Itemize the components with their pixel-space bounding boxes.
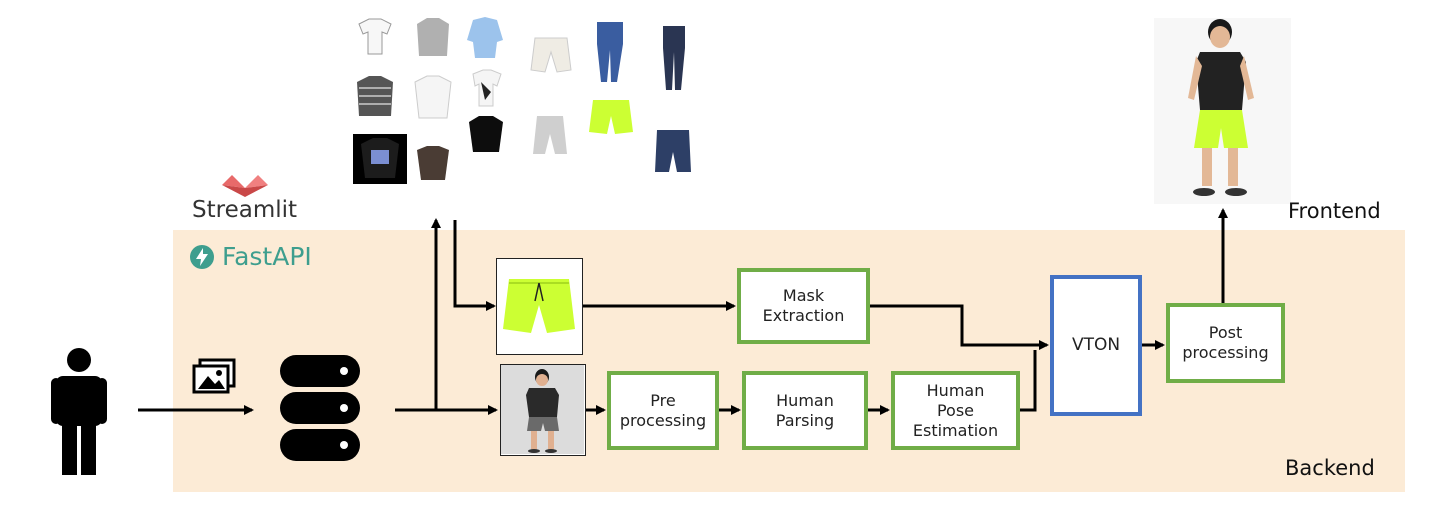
backend-label: Backend	[1285, 456, 1375, 480]
database-icon	[280, 355, 360, 461]
human-pose-estimation-box: Human Pose Estimation	[891, 371, 1020, 450]
human-parsing-label: Human Parsing	[775, 390, 835, 430]
fastapi-logo-icon	[190, 245, 214, 269]
person-icon	[51, 348, 107, 475]
image-upload-icon	[192, 358, 236, 394]
person-photo-image	[501, 365, 584, 454]
mask-extraction-box: Mask Extraction	[737, 268, 870, 344]
post-processing-box: Post processing	[1166, 303, 1285, 383]
streamlit-logo-icon	[222, 175, 268, 197]
garment-thumbnail	[496, 258, 583, 355]
shorts-image	[503, 279, 575, 333]
try-on-result-image	[1154, 18, 1291, 204]
frontend-label: Frontend	[1288, 199, 1381, 223]
pre-processing-box: Pre processing	[607, 371, 719, 450]
mask-extraction-label: Mask Extraction	[762, 286, 845, 325]
pre-processing-label: Pre processing	[619, 390, 707, 430]
human-pose-estimation-label: Human Pose Estimation	[912, 380, 999, 440]
post-processing-label: Post processing	[1182, 323, 1269, 362]
clothing-catalog-image	[345, 12, 705, 190]
vton-label: VTON	[1071, 334, 1121, 355]
vton-box: VTON	[1050, 275, 1142, 416]
streamlit-label: Streamlit	[192, 197, 298, 223]
fastapi-label: FastAPI	[222, 242, 312, 271]
person-photo-thumbnail	[500, 364, 586, 456]
human-parsing-box: Human Parsing	[742, 371, 868, 450]
